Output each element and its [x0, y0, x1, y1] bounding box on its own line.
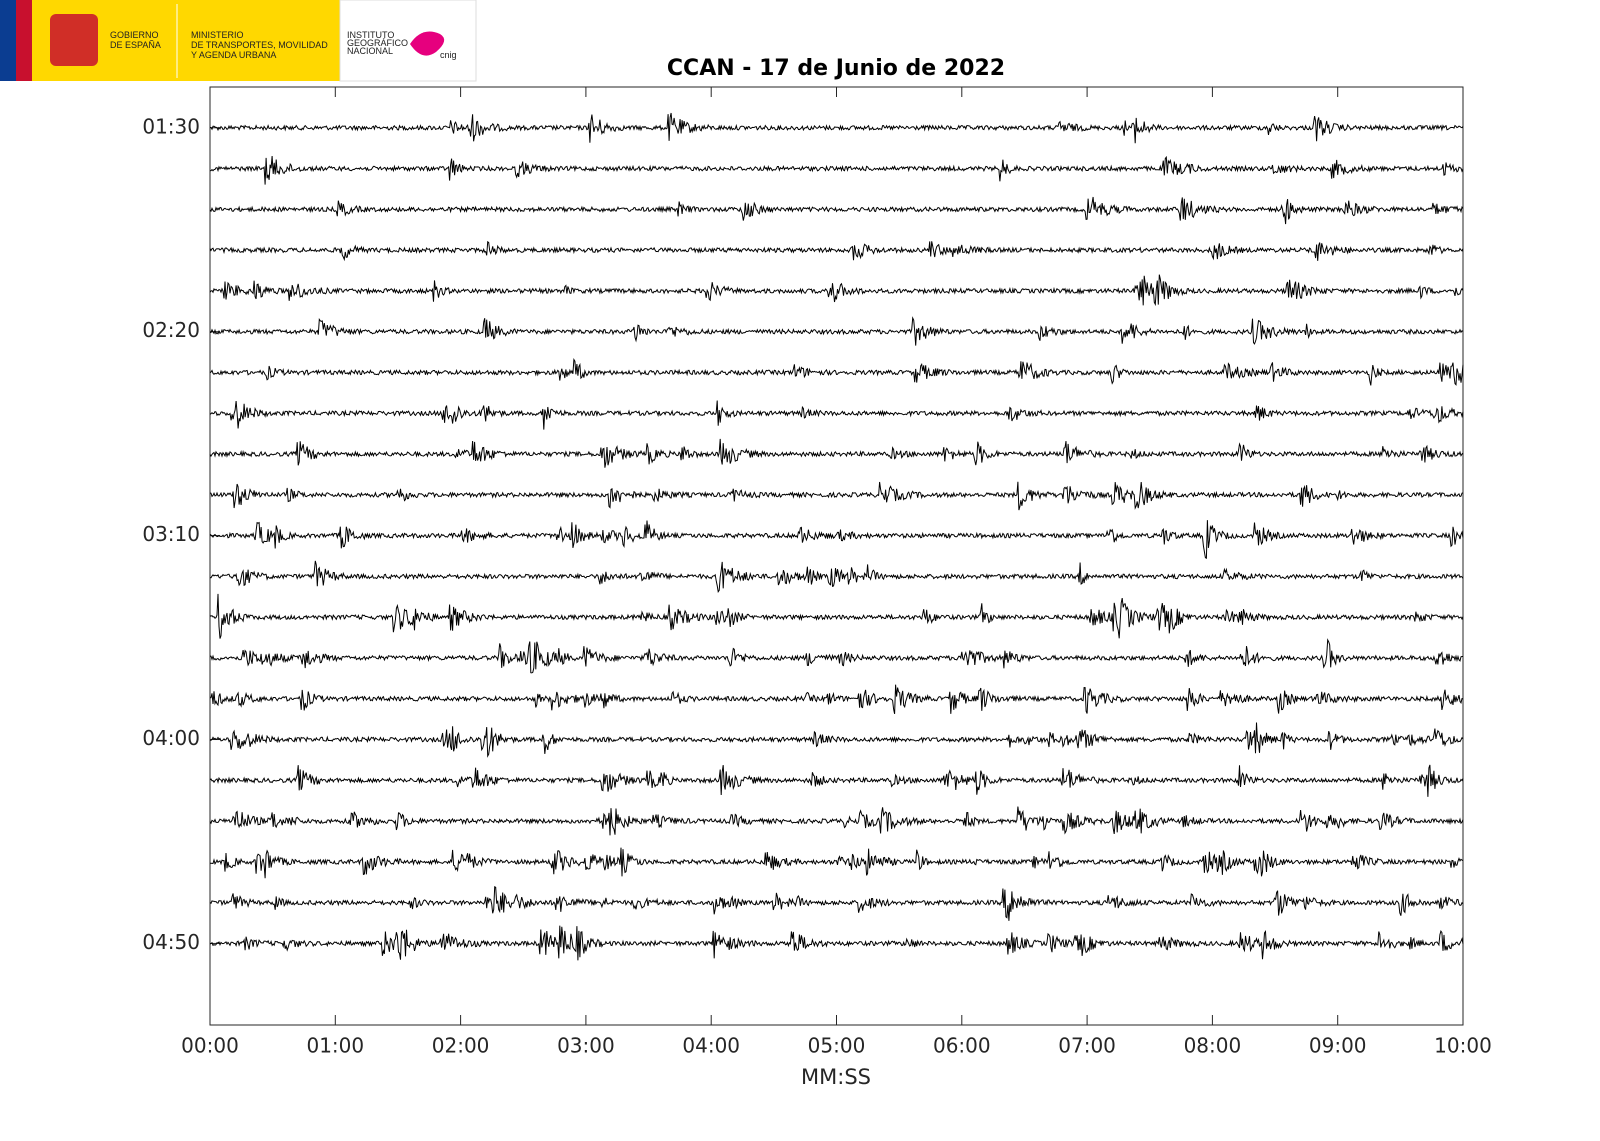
logo-ign [339, 0, 477, 82]
seismic-trace [209, 274, 1464, 307]
y-tick-label: 02:20 [142, 318, 200, 342]
seismic-trace [209, 481, 1464, 511]
x-tick-label: 04:00 [682, 1034, 740, 1058]
logo-text: GEOGRÁFICO [347, 38, 408, 48]
seismic-trace [209, 886, 1464, 921]
seismic-trace [209, 638, 1463, 674]
logo-splash [410, 31, 445, 56]
logo-text: MINISTERIO [191, 30, 244, 40]
seismic-trace [209, 316, 1464, 346]
logo-text: GOBIERNO [110, 30, 159, 40]
seismic-trace [209, 400, 1464, 430]
seismic-trace [209, 764, 1464, 797]
seismic-trace [209, 520, 1464, 559]
seismic-trace [210, 560, 1464, 593]
logo-text: NACIONAL [347, 46, 393, 56]
logo-eu [0, 0, 16, 81]
y-tick-label: 01:30 [142, 114, 200, 138]
logo-text: Y AGENDA URBANA [191, 50, 276, 60]
seismic-trace [209, 240, 1464, 262]
seismic-trace [209, 847, 1464, 879]
x-tick-label: 00:00 [181, 1034, 239, 1058]
seismic-trace [209, 358, 1464, 386]
logo-text: INSTITUTO [347, 30, 394, 40]
x-axis-label: MM:SS [801, 1065, 871, 1089]
x-tick-label: 06:00 [933, 1034, 991, 1058]
seismic-trace [209, 593, 1464, 639]
logo-shield [50, 14, 98, 66]
logo-brand: cnig [440, 50, 457, 60]
plot-frame [209, 86, 1464, 1026]
y-tick-label: 03:10 [142, 522, 200, 546]
seismic-trace [209, 438, 1464, 468]
seismic-trace [209, 112, 1464, 144]
logo-text: DE TRANSPORTES, MOVILIDAD [191, 40, 328, 50]
x-tick-label: 02:00 [432, 1034, 490, 1058]
x-tick-label: 09:00 [1309, 1034, 1367, 1058]
logo-flag [16, 0, 32, 81]
x-tick-label: 03:00 [557, 1034, 615, 1058]
x-tick-label: 07:00 [1058, 1034, 1116, 1058]
x-tick-label: 08:00 [1184, 1034, 1242, 1058]
x-tick-label: 10:00 [1434, 1034, 1492, 1058]
x-tick-label: 01:00 [306, 1034, 364, 1058]
chart-title: CCAN - 17 de Junio de 2022 [667, 56, 1005, 81]
logo: GOBIERNO DE ESPAÑA MINISTERIO DE TRANSPO… [0, 0, 477, 82]
x-tick-label: 05:00 [808, 1034, 866, 1058]
y-tick-label: 04:00 [142, 726, 200, 750]
seismic-trace [209, 684, 1464, 715]
seismic-trace [209, 925, 1464, 961]
seismic-trace [209, 806, 1464, 836]
seismic-trace [209, 155, 1464, 185]
seismic-trace [209, 196, 1464, 225]
seismic-trace [209, 722, 1464, 758]
logo-text: DE ESPAÑA [110, 40, 161, 50]
y-tick-label: 04:50 [142, 930, 200, 954]
